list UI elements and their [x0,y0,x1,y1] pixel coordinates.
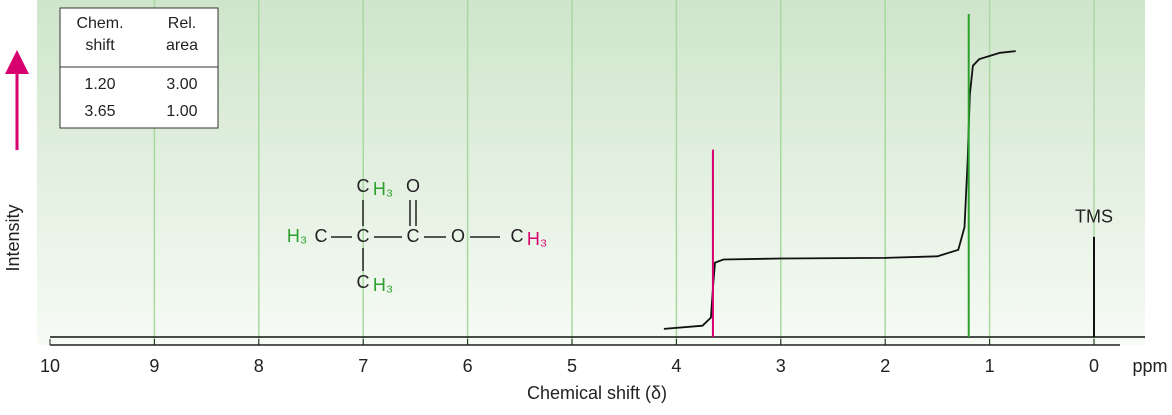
atom: O [451,226,465,246]
x-tick-label: 9 [149,356,159,376]
atom: H₃ [287,226,307,246]
atom: C [357,272,370,292]
x-tick-label: 3 [776,356,786,376]
plot-background [37,0,1145,345]
x-tick-label: 4 [671,356,681,376]
table-header: Chem. [76,15,123,32]
table-cell: 1.00 [166,103,197,120]
x-tick-label: 2 [880,356,890,376]
table-header: area [166,37,198,54]
peak-label: TMS [1075,207,1113,227]
atom: C [315,226,328,246]
atom: H₃ [373,179,393,199]
table-cell: 3.65 [84,103,115,120]
atom: H₃ [527,229,547,249]
molecule [331,200,500,271]
x-tick-label: 7 [358,356,368,376]
x-tick-label: 5 [567,356,577,376]
atom: C [357,226,370,246]
table-cell: 3.00 [166,76,197,93]
atom: C [407,226,420,246]
x-unit: ppm [1132,356,1167,376]
x-tick-label: 1 [985,356,995,376]
table-header: shift [85,37,115,54]
table-header: Rel. [168,15,196,32]
x-tick-label: 8 [254,356,264,376]
table-cell: 1.20 [84,76,115,93]
table-box [59,7,219,129]
x-axis-label: Chemical shift (δ) [527,383,667,403]
y-axis-label: Intensity [3,204,23,271]
x-tick-label: 0 [1089,356,1099,376]
x-tick-label: 10 [40,356,60,376]
atom: C [357,176,370,196]
atom: H₃ [373,275,393,295]
atom: C [511,226,524,246]
atom: O [406,176,420,196]
x-tick-label: 6 [463,356,473,376]
